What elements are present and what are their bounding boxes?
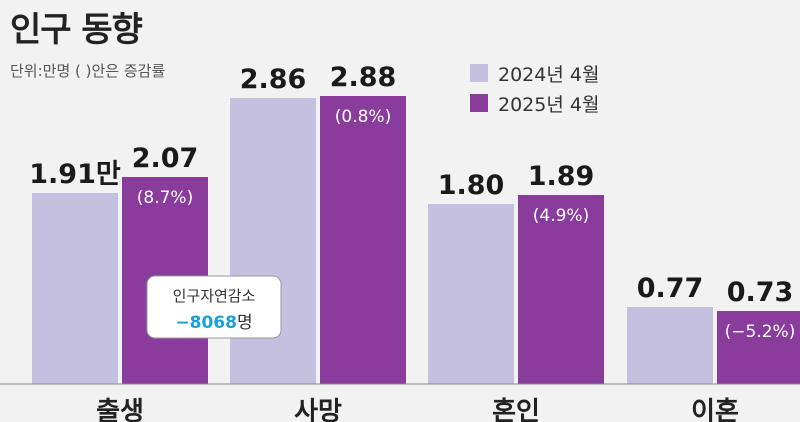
- value-label-2024-0: 1.91만: [29, 159, 121, 190]
- callout-number: −8068: [175, 313, 237, 333]
- change-label-3: (−5.2%): [725, 322, 796, 342]
- value-label-2025-1: 2.88: [330, 62, 397, 93]
- value-label-2025-2: 1.89: [528, 161, 595, 192]
- callout-label: 인구자연감소: [173, 287, 256, 305]
- callout: 인구자연감소 −8068명: [146, 275, 282, 339]
- change-label-0: (8.7%): [137, 188, 193, 208]
- value-label-2024-1: 2.86: [240, 64, 307, 95]
- bar-2024-1: [230, 98, 316, 384]
- category-label-3: 이혼: [691, 397, 739, 422]
- legend: 2024년 4월 2025년 4월: [470, 58, 599, 118]
- category-label-0: 출생: [96, 397, 144, 422]
- bar-2025-1: [320, 96, 406, 384]
- legend-label-2024: 2024년 4월: [498, 63, 600, 86]
- chart-title: 인구 동향: [10, 10, 143, 50]
- bars-group: [32, 96, 800, 384]
- change-label-1: (0.8%): [335, 107, 391, 127]
- callout-unit: 명: [237, 313, 253, 333]
- bar-2024-0: [32, 193, 118, 384]
- category-label-1: 사망: [294, 397, 342, 422]
- legend-swatch-2025: [470, 94, 488, 112]
- callout-box: [146, 275, 282, 339]
- bar-2025-2: [518, 195, 604, 384]
- legend-item-2025: 2025년 4월: [470, 88, 599, 118]
- unit-note: 단위:만명 ( )안은 증감률: [10, 62, 166, 80]
- legend-swatch-2024: [470, 64, 488, 82]
- value-label-2024-2: 1.80: [438, 170, 505, 201]
- legend-item-2024: 2024년 4월: [470, 58, 599, 88]
- labels-group: 1.91만 2.07 (8.7%) 출생 2.86 2.88 (0.8%) 사망 1.80 1.8…: [29, 62, 795, 422]
- bar-2025-3: [717, 311, 800, 384]
- callout-value: −8068명: [175, 313, 252, 333]
- value-label-2025-0: 2.07: [132, 143, 199, 174]
- change-label-2: (4.9%): [533, 206, 589, 226]
- bar-2024-3: [627, 307, 713, 384]
- value-label-2024-3: 0.77: [637, 273, 704, 304]
- bar-2024-2: [428, 204, 514, 384]
- value-label-2025-3: 0.73: [727, 277, 794, 308]
- legend-label-2025: 2025년 4월: [498, 93, 600, 116]
- category-label-2: 혼인: [492, 397, 540, 422]
